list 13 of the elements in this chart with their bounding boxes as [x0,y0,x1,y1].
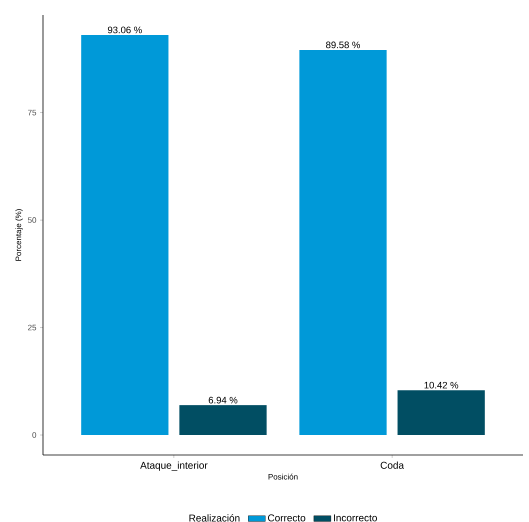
legend-label: Correcto [268,514,306,522]
x-tick-label: Ataque_interior [140,462,208,471]
data-label: 93.06 % [108,26,142,34]
data-label: 89.58 % [326,42,360,48]
x-tick-label: Coda [380,462,404,469]
bar [398,390,485,436]
bar [299,50,387,436]
bar [81,34,168,436]
data-label: 10.42 % [424,382,458,389]
legend-title: Realización [189,514,240,522]
legend-label: Incorrecto [334,514,377,522]
data-label: 6.94 % [208,396,238,404]
bar [179,405,267,436]
